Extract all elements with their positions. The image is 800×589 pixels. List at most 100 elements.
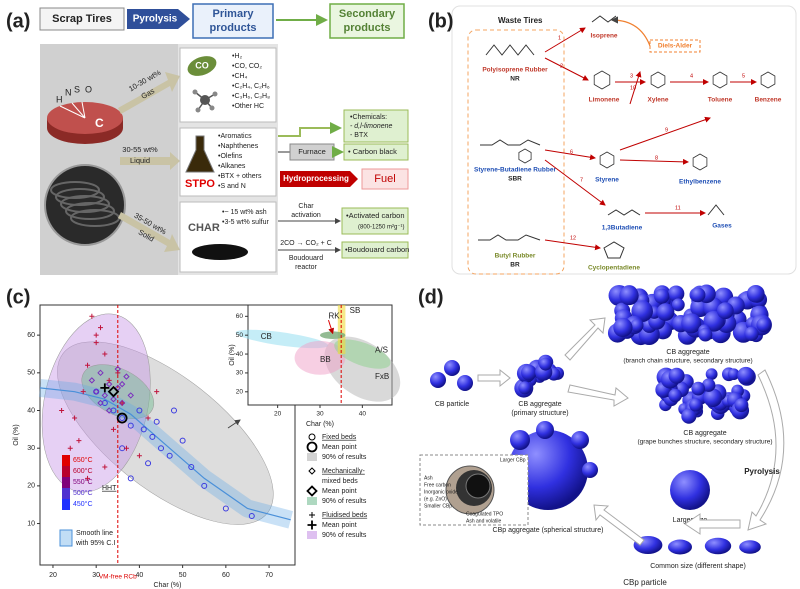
tire xyxy=(65,202,115,220)
legend-label: Fixed beds xyxy=(322,434,357,441)
label: 5 xyxy=(742,73,745,79)
x-tick-label: 20 xyxy=(274,411,282,418)
label: Diels-Alder xyxy=(658,43,693,50)
particle xyxy=(698,327,713,342)
product-box xyxy=(179,201,277,273)
inset-label: Larger CBp xyxy=(500,457,526,463)
label: NR xyxy=(510,76,520,83)
legend-label: 600°C xyxy=(73,467,93,475)
label: CBp particle xyxy=(623,578,667,587)
gas-arrow xyxy=(118,72,180,114)
connector xyxy=(278,122,342,137)
y-tick-label: 60 xyxy=(27,332,35,339)
y-tick-label: 60 xyxy=(236,313,244,320)
data-point xyxy=(127,392,134,399)
label: Furnace xyxy=(298,147,326,156)
molecule xyxy=(607,209,641,216)
y-tick-label: 30 xyxy=(27,445,35,452)
label: Toluene xyxy=(708,97,733,104)
x-tick-label: 30 xyxy=(316,411,324,418)
particle xyxy=(756,317,771,333)
label: Primary xyxy=(213,8,255,20)
rubber-structure xyxy=(480,139,541,146)
label: products xyxy=(343,22,390,34)
label: 3 xyxy=(630,73,633,79)
data-point xyxy=(80,389,86,395)
ring xyxy=(712,71,728,89)
data-point xyxy=(222,505,229,512)
data-point xyxy=(102,464,108,470)
data-point xyxy=(102,351,108,357)
label: •Alkanes xyxy=(218,163,246,170)
flow-arrow xyxy=(567,384,629,407)
panel-frame xyxy=(451,5,797,275)
connector xyxy=(544,239,601,251)
inset-label: Ash xyxy=(424,475,433,481)
particle xyxy=(444,360,460,376)
y-tick-label: 50 xyxy=(27,370,35,377)
particle xyxy=(536,421,554,439)
label: Secondary xyxy=(339,8,396,20)
label: CB aggregate xyxy=(666,349,709,356)
data-point xyxy=(105,407,113,414)
particle xyxy=(630,318,644,333)
data-point xyxy=(67,445,73,451)
connector xyxy=(227,419,241,429)
ring xyxy=(650,71,666,89)
legend-label: 500°C xyxy=(73,489,93,497)
particle xyxy=(521,364,537,381)
label: Styrene xyxy=(595,177,619,184)
solid-arrow xyxy=(118,212,180,252)
data-point xyxy=(72,415,78,421)
label: 30-55 wt% xyxy=(122,145,158,154)
label: - d,l-limonene xyxy=(350,123,393,130)
particle xyxy=(654,288,670,304)
legend-label: Smooth line xyxy=(76,530,113,537)
region-label: FxB xyxy=(375,372,389,381)
region xyxy=(334,339,391,369)
legend-marker xyxy=(308,467,316,475)
data-point xyxy=(76,438,82,444)
label: 8 xyxy=(655,155,658,161)
color-swatch xyxy=(62,488,70,499)
data-point xyxy=(98,325,104,331)
ring xyxy=(692,153,708,171)
data-point xyxy=(145,415,151,421)
label: •C₃H₆, C₃H₈ xyxy=(232,93,270,100)
label: (800-1250 m²g⁻¹) xyxy=(358,225,405,231)
x-tick-label: 30 xyxy=(92,572,100,579)
region xyxy=(294,340,346,375)
y-tick-label: 20 xyxy=(236,389,244,396)
pyrolysis-arrow xyxy=(127,9,190,29)
data-point xyxy=(140,426,147,433)
label: •~ 15 wt% ash xyxy=(222,209,267,216)
label: •BTX + others xyxy=(218,173,262,180)
flow-arrow xyxy=(593,504,645,546)
data-point xyxy=(97,399,104,407)
legend-label: with 95% C.I xyxy=(75,540,115,547)
x-tick-label: 50 xyxy=(179,572,187,579)
y-tick-label: 20 xyxy=(27,483,35,490)
product-box xyxy=(361,168,409,190)
legend-label: 90% of results xyxy=(322,532,367,539)
x-tick-label: 20 xyxy=(49,572,57,579)
hydro-arrow xyxy=(280,171,358,187)
label: Boudouard xyxy=(289,255,323,262)
label: reactor xyxy=(295,264,317,271)
flow-arrow xyxy=(564,317,606,361)
particle xyxy=(430,372,446,388)
inset-label: Free carbon xyxy=(424,482,451,488)
char-pile xyxy=(192,244,248,260)
connector xyxy=(327,319,335,335)
label: STPO xyxy=(185,178,215,190)
axis-title: Oil (%) xyxy=(13,424,20,445)
label: 6 xyxy=(570,149,573,155)
particle xyxy=(571,431,589,449)
label: Ethylbenzene xyxy=(679,179,721,186)
label: 12 xyxy=(570,235,576,241)
color-swatch xyxy=(62,499,70,510)
legend-label: Mean point xyxy=(322,522,357,529)
label: H xyxy=(56,94,63,104)
data-point xyxy=(89,313,95,319)
data-point xyxy=(127,475,134,482)
